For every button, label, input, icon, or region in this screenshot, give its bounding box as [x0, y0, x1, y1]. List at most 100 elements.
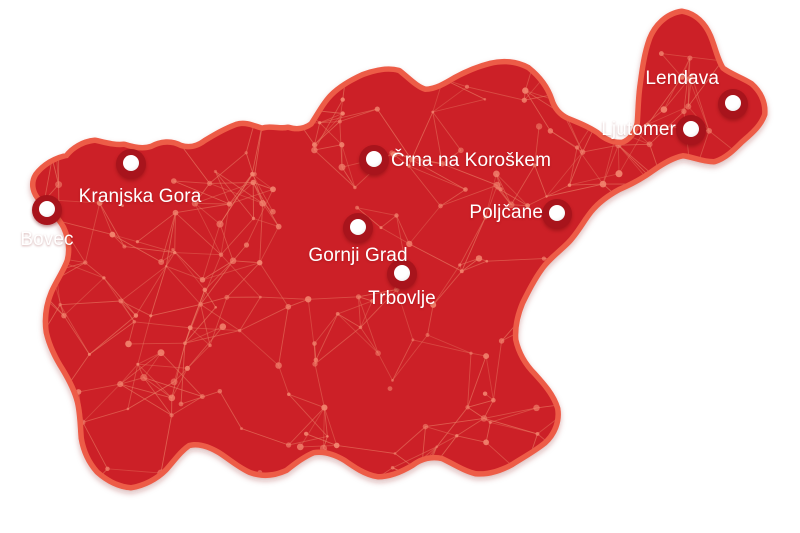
network-node: [164, 264, 168, 268]
network-link: [651, 178, 696, 199]
network-node: [171, 178, 177, 184]
network-link: [288, 298, 309, 308]
network-node: [170, 378, 178, 386]
network-node: [291, 62, 298, 69]
network-node: [256, 259, 263, 266]
network-node: [438, 203, 443, 209]
network-link: [288, 407, 325, 446]
network-node: [35, 476, 43, 484]
network-node: [535, 123, 543, 130]
network-link: [432, 270, 463, 306]
network-node: [326, 435, 329, 438]
network-link: [411, 159, 466, 190]
network-link: [239, 306, 289, 332]
city-marker-gornji-grad[interactable]: [343, 213, 373, 243]
city-label-lendava: Lendava: [645, 68, 719, 89]
network-node: [626, 354, 634, 362]
network-link: [563, 63, 579, 116]
network-node: [435, 445, 439, 449]
network-node: [213, 169, 217, 174]
network-link: [251, 173, 274, 190]
network-link: [35, 393, 57, 435]
network-node: [605, 487, 610, 492]
network-link: [119, 352, 162, 385]
network-link: [459, 216, 486, 266]
network-link: [58, 220, 113, 236]
network-node: [339, 142, 345, 148]
network-link: [702, 263, 707, 301]
network-node: [491, 397, 496, 403]
network-link: [150, 266, 167, 316]
network-link: [628, 332, 640, 343]
network-link: [99, 202, 113, 235]
network-node: [660, 181, 666, 187]
network-node: [521, 97, 527, 103]
network-node: [390, 466, 395, 470]
network-node: [475, 255, 483, 262]
network-node: [658, 51, 664, 57]
network-node: [458, 147, 464, 154]
network-link: [152, 109, 181, 144]
network-link: [209, 297, 228, 346]
network-node: [169, 413, 174, 418]
network-link: [634, 338, 642, 370]
network-link: [165, 265, 201, 305]
network-link: [182, 69, 220, 80]
network-link: [337, 313, 361, 328]
network-link: [341, 144, 356, 188]
network-node: [679, 74, 685, 80]
city-marker-trbovlje[interactable]: [387, 259, 417, 289]
network-node: [217, 389, 223, 394]
network-node: [96, 200, 103, 206]
network-link: [604, 222, 648, 265]
city-marker-poljcane[interactable]: [542, 199, 572, 229]
network-link: [184, 330, 240, 344]
network-node: [311, 146, 318, 154]
network-node: [619, 415, 626, 422]
network-node: [703, 260, 710, 268]
network-node: [132, 320, 137, 324]
network-link: [197, 80, 256, 94]
network-node: [576, 400, 580, 405]
network-link: [233, 260, 260, 264]
network-link: [618, 143, 650, 146]
network-link: [599, 463, 608, 485]
network-node: [599, 471, 607, 478]
network-link: [702, 271, 712, 301]
network-link: [406, 472, 422, 481]
network-link: [584, 420, 641, 436]
network-link: [172, 249, 203, 281]
network-link: [664, 263, 707, 290]
network-link: [546, 151, 583, 197]
network-node: [699, 236, 705, 242]
network-link: [246, 189, 274, 246]
network-link: [288, 393, 328, 437]
network-node: [208, 343, 212, 348]
network-link: [160, 212, 176, 263]
network-node: [458, 263, 462, 267]
network-link: [697, 300, 704, 340]
network-link: [137, 212, 176, 243]
network-node: [483, 439, 490, 446]
network-link: [618, 124, 649, 174]
network-node: [303, 431, 309, 436]
city-marker-crna-na-koroskem[interactable]: [359, 145, 389, 175]
city-label-poljcane: Poljčane: [469, 202, 543, 223]
network-link: [175, 212, 222, 256]
network-node: [157, 349, 165, 357]
country-fill: [35, 14, 763, 485]
network-link: [425, 417, 485, 428]
network-node: [128, 81, 132, 85]
network-link: [254, 80, 263, 124]
city-marker-ljutomer[interactable]: [676, 115, 706, 145]
network-node: [387, 386, 393, 391]
network-node: [211, 489, 216, 494]
network-node: [126, 407, 130, 411]
network-link: [687, 362, 737, 366]
network-link: [174, 212, 176, 253]
network-link: [436, 407, 468, 447]
city-marker-lendava[interactable]: [718, 89, 748, 119]
city-marker-kranjska-gora[interactable]: [116, 149, 146, 179]
network-node: [355, 205, 360, 210]
city-marker-bovec[interactable]: [32, 195, 62, 225]
